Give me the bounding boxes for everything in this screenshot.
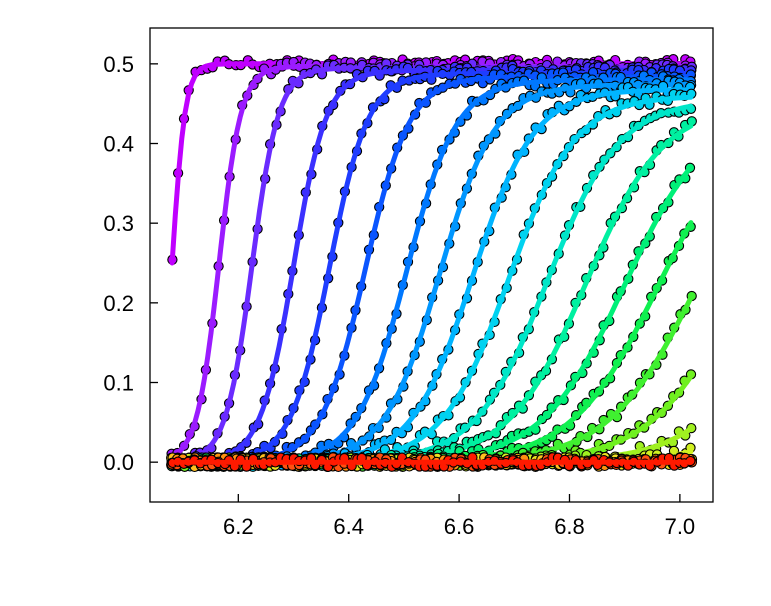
y-tick-label: 0.4 (103, 132, 134, 157)
y-tick-label: 0.1 (103, 371, 134, 396)
x-axis: 6.2 6.4 6.6 6.8 7.0 (223, 494, 695, 539)
y-tick-label: 0.5 (103, 52, 134, 77)
y-tick-label: 0.2 (103, 291, 134, 316)
x-tick-label: 7.0 (665, 514, 696, 539)
x-tick-label: 6.6 (444, 514, 475, 539)
x-tick-label: 6.8 (554, 514, 585, 539)
x-tick-label: 6.4 (333, 514, 364, 539)
y-tick-label: 0.0 (103, 450, 134, 475)
y-tick-label: 0.3 (103, 211, 134, 236)
y-axis: 0.0 0.1 0.2 0.3 0.4 0.5 (103, 52, 158, 475)
series-22 (167, 452, 696, 472)
series-layer (166, 53, 698, 473)
x-tick-label: 6.2 (223, 514, 254, 539)
plot-frame (149, 27, 714, 503)
